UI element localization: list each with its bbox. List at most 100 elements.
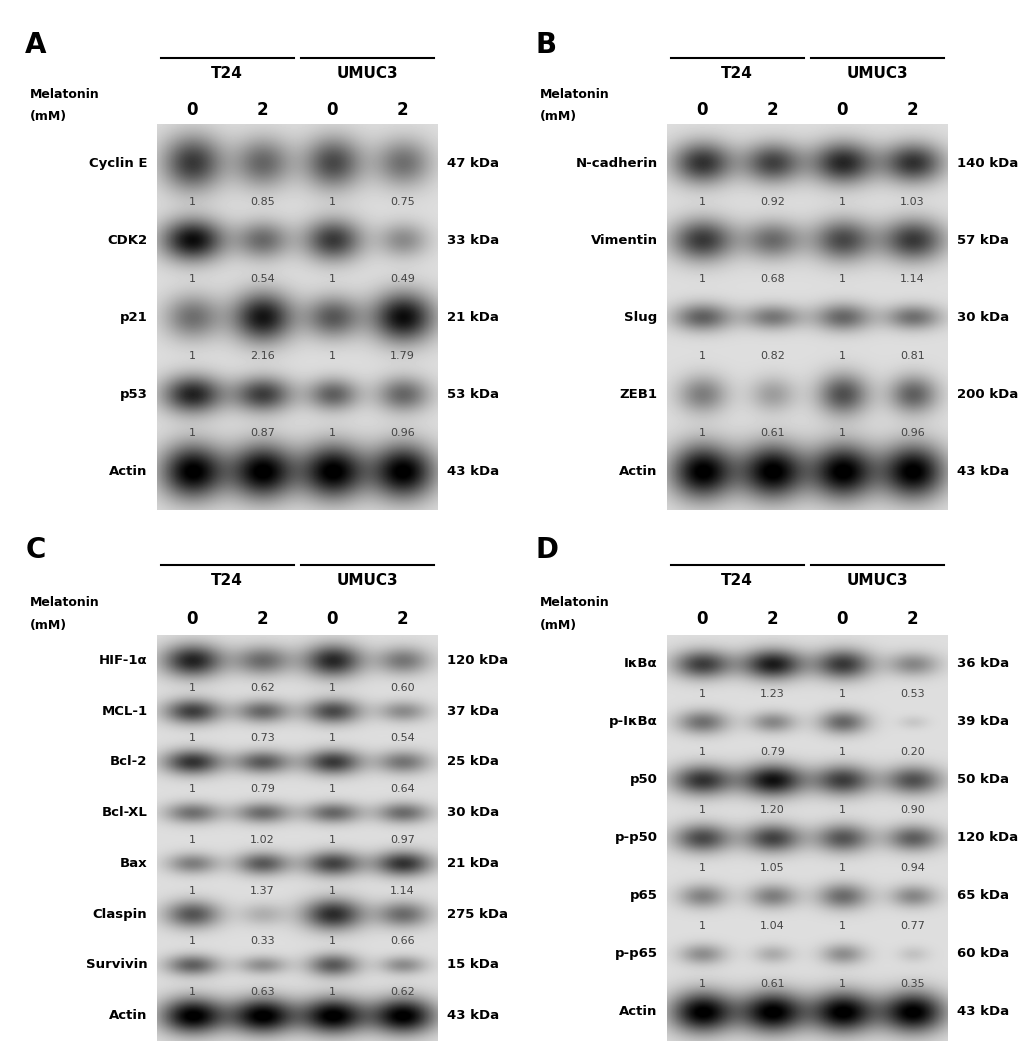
Text: 0.20: 0.20 xyxy=(899,748,924,757)
Text: ZEB1: ZEB1 xyxy=(619,388,657,401)
Text: T24: T24 xyxy=(211,572,243,587)
Text: 43 kDa: 43 kDa xyxy=(446,1009,498,1022)
Text: 1: 1 xyxy=(698,198,705,207)
Text: 1: 1 xyxy=(838,863,845,873)
Text: 1: 1 xyxy=(328,734,335,743)
Text: 1.20: 1.20 xyxy=(759,805,784,816)
Text: 0: 0 xyxy=(186,101,198,119)
Text: 0.61: 0.61 xyxy=(759,428,784,439)
Text: 0: 0 xyxy=(186,611,198,629)
Text: 0.73: 0.73 xyxy=(250,734,274,743)
Text: 0: 0 xyxy=(326,101,337,119)
Text: 1: 1 xyxy=(328,352,335,361)
Text: N-cadherin: N-cadherin xyxy=(575,157,657,170)
Text: 0.77: 0.77 xyxy=(899,922,924,931)
Text: 50 kDa: 50 kDa xyxy=(956,773,1008,787)
Text: 0.53: 0.53 xyxy=(899,689,924,700)
Text: p-IκBα: p-IκBα xyxy=(608,716,657,729)
Text: 0.79: 0.79 xyxy=(759,748,784,757)
Text: (mM): (mM) xyxy=(30,619,67,632)
Text: 1: 1 xyxy=(698,274,705,285)
Text: 2: 2 xyxy=(906,101,917,119)
Text: 47 kDa: 47 kDa xyxy=(446,157,498,170)
Text: 0.33: 0.33 xyxy=(250,937,274,946)
Text: 30 kDa: 30 kDa xyxy=(956,311,1008,324)
Text: Melatonin: Melatonin xyxy=(30,596,100,609)
Text: 1.23: 1.23 xyxy=(759,689,784,700)
Text: 1: 1 xyxy=(189,274,196,285)
Text: 0.64: 0.64 xyxy=(389,784,415,794)
Text: 0: 0 xyxy=(696,101,707,119)
Text: 2.16: 2.16 xyxy=(250,352,274,361)
Text: 0.81: 0.81 xyxy=(899,352,924,361)
Text: UMUC3: UMUC3 xyxy=(846,572,907,587)
Text: 0.92: 0.92 xyxy=(759,198,784,207)
Text: 0.61: 0.61 xyxy=(759,979,784,990)
Text: C: C xyxy=(25,536,46,564)
Text: Cyclin E: Cyclin E xyxy=(89,157,148,170)
Text: 1: 1 xyxy=(328,835,335,845)
Text: CDK2: CDK2 xyxy=(107,234,148,247)
Text: T24: T24 xyxy=(720,572,752,587)
Text: 2: 2 xyxy=(396,611,408,629)
Text: 1: 1 xyxy=(189,683,196,692)
Text: UMUC3: UMUC3 xyxy=(846,66,907,81)
Text: p50: p50 xyxy=(629,773,657,787)
Text: A: A xyxy=(25,31,47,59)
Text: UMUC3: UMUC3 xyxy=(336,66,397,81)
Text: 57 kDa: 57 kDa xyxy=(956,234,1008,247)
Text: 1: 1 xyxy=(189,734,196,743)
Text: 1: 1 xyxy=(189,835,196,845)
Text: Bcl-2: Bcl-2 xyxy=(110,755,148,768)
Text: 30 kDa: 30 kDa xyxy=(446,806,498,819)
Text: 43 kDa: 43 kDa xyxy=(956,1006,1008,1018)
Text: 1: 1 xyxy=(328,428,335,439)
Text: 2: 2 xyxy=(765,611,777,629)
Text: 1.03: 1.03 xyxy=(899,198,924,207)
Text: B: B xyxy=(535,31,555,59)
Text: 37 kDa: 37 kDa xyxy=(446,704,498,718)
Text: 1: 1 xyxy=(838,198,845,207)
Text: 1: 1 xyxy=(698,922,705,931)
Text: Melatonin: Melatonin xyxy=(539,596,609,609)
Text: 1: 1 xyxy=(328,683,335,692)
Text: Bax: Bax xyxy=(119,857,148,870)
Text: 39 kDa: 39 kDa xyxy=(956,716,1008,729)
Text: 0.90: 0.90 xyxy=(899,805,924,816)
Text: 0: 0 xyxy=(326,611,337,629)
Text: 1: 1 xyxy=(838,805,845,816)
Text: 0.35: 0.35 xyxy=(899,979,924,990)
Text: 21 kDa: 21 kDa xyxy=(446,311,498,324)
Text: 0.68: 0.68 xyxy=(759,274,784,285)
Text: 60 kDa: 60 kDa xyxy=(956,947,1008,960)
Text: 25 kDa: 25 kDa xyxy=(446,755,498,768)
Text: 1.02: 1.02 xyxy=(250,835,274,845)
Text: (mM): (mM) xyxy=(30,110,67,123)
Text: 1: 1 xyxy=(189,428,196,439)
Text: 0: 0 xyxy=(836,101,847,119)
Text: 1.14: 1.14 xyxy=(899,274,924,285)
Text: Melatonin: Melatonin xyxy=(539,88,609,101)
Text: UMUC3: UMUC3 xyxy=(336,572,397,587)
Text: 0.75: 0.75 xyxy=(389,198,415,207)
Text: Bcl-XL: Bcl-XL xyxy=(102,806,148,819)
Text: 140 kDa: 140 kDa xyxy=(956,157,1017,170)
Text: 1: 1 xyxy=(838,748,845,757)
Text: HIF-1α: HIF-1α xyxy=(99,654,148,667)
Text: 0.97: 0.97 xyxy=(389,835,415,845)
Text: 0.82: 0.82 xyxy=(759,352,784,361)
Text: 0.63: 0.63 xyxy=(250,987,274,997)
Text: (mM): (mM) xyxy=(539,110,577,123)
Text: 1: 1 xyxy=(838,352,845,361)
Text: 43 kDa: 43 kDa xyxy=(446,465,498,478)
Text: 0: 0 xyxy=(836,611,847,629)
Text: p53: p53 xyxy=(119,388,148,401)
Text: 1: 1 xyxy=(698,805,705,816)
Text: 36 kDa: 36 kDa xyxy=(956,657,1008,670)
Text: 1: 1 xyxy=(328,987,335,997)
Text: 0.54: 0.54 xyxy=(389,734,415,743)
Text: MCL-1: MCL-1 xyxy=(101,704,148,718)
Text: 53 kDa: 53 kDa xyxy=(446,388,498,401)
Text: 1: 1 xyxy=(838,428,845,439)
Text: 120 kDa: 120 kDa xyxy=(956,832,1017,844)
